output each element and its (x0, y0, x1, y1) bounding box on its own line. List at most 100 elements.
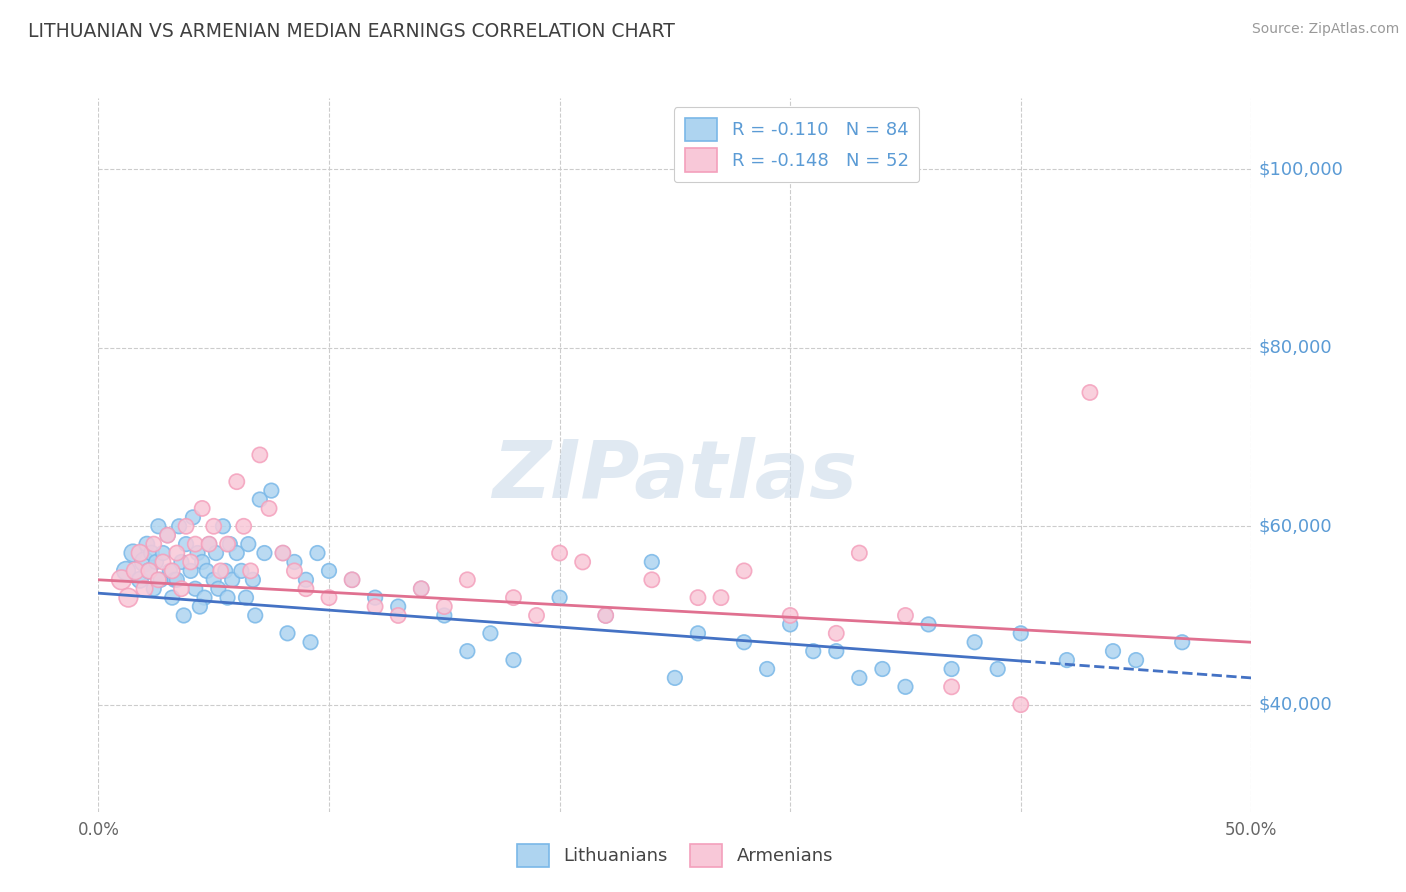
Point (456, 573, 478, 587)
Point (174, 519, 197, 533)
Point (872, 662, 894, 676)
Point (733, 635, 755, 649)
Point (198, 537, 221, 551)
Point (253, 546, 276, 560)
Point (848, 546, 870, 560)
Point (941, 680, 963, 694)
Point (257, 501, 280, 516)
Point (217, 591, 239, 605)
Point (170, 555, 193, 569)
Point (276, 626, 298, 640)
Text: Source: ZipAtlas.com: Source: ZipAtlas.com (1251, 22, 1399, 37)
Point (191, 501, 214, 516)
Point (249, 448, 271, 462)
Point (641, 555, 664, 569)
Text: LITHUANIAN VS ARMENIAN MEDIAN EARNINGS CORRELATION CHART: LITHUANIAN VS ARMENIAN MEDIAN EARNINGS C… (28, 22, 675, 41)
Text: $80,000: $80,000 (1258, 339, 1331, 357)
Point (134, 582, 156, 596)
Text: $60,000: $60,000 (1258, 517, 1331, 535)
Point (364, 591, 387, 605)
Point (963, 635, 986, 649)
Point (142, 537, 165, 551)
Point (149, 573, 172, 587)
Point (191, 555, 214, 569)
Point (205, 546, 228, 560)
Point (271, 546, 294, 560)
Point (218, 537, 240, 551)
Point (307, 546, 329, 560)
Point (249, 492, 271, 507)
Point (152, 555, 174, 569)
Point (187, 546, 209, 560)
Point (299, 635, 322, 649)
Point (456, 644, 478, 658)
Point (232, 519, 254, 533)
Point (548, 591, 571, 605)
Point (156, 528, 179, 542)
Point (641, 573, 664, 587)
Point (894, 608, 917, 623)
Point (163, 573, 186, 587)
Point (159, 564, 181, 578)
Point (411, 582, 433, 596)
Point (135, 537, 157, 551)
Point (152, 546, 174, 560)
Point (184, 537, 207, 551)
Point (894, 680, 917, 694)
Point (479, 626, 502, 640)
Point (271, 546, 294, 560)
Point (166, 546, 188, 560)
Point (160, 564, 183, 578)
Point (526, 608, 548, 623)
Point (411, 582, 433, 596)
Point (502, 591, 524, 605)
Point (848, 671, 870, 685)
Point (917, 617, 939, 632)
Text: $100,000: $100,000 (1258, 161, 1343, 178)
Point (173, 608, 195, 623)
Point (825, 626, 848, 640)
Point (235, 591, 257, 605)
Point (387, 599, 409, 614)
Point (1010, 626, 1032, 640)
Point (433, 599, 456, 614)
Point (174, 537, 197, 551)
Point (779, 617, 801, 632)
Point (195, 564, 218, 578)
Point (138, 564, 160, 578)
Point (548, 546, 571, 560)
Legend: Lithuanians, Armenians: Lithuanians, Armenians (509, 837, 841, 874)
Point (825, 644, 848, 658)
Point (502, 653, 524, 667)
Point (212, 519, 235, 533)
Point (1171, 635, 1194, 649)
Point (318, 591, 340, 605)
Point (242, 573, 264, 587)
Point (364, 599, 387, 614)
Point (198, 537, 221, 551)
Text: ZIPatlas: ZIPatlas (492, 437, 858, 516)
Point (231, 564, 253, 578)
Point (295, 573, 318, 587)
Point (318, 564, 340, 578)
Point (1078, 385, 1101, 400)
Point (202, 519, 225, 533)
Point (340, 573, 363, 587)
Point (387, 608, 409, 623)
Point (141, 546, 163, 560)
Point (180, 564, 202, 578)
Point (129, 546, 152, 560)
Point (283, 555, 305, 569)
Point (124, 564, 146, 578)
Point (595, 608, 617, 623)
Point (110, 573, 132, 587)
Point (184, 582, 207, 596)
Point (166, 573, 188, 587)
Point (664, 671, 686, 685)
Point (260, 483, 283, 498)
Point (209, 564, 232, 578)
Point (686, 626, 709, 640)
Point (145, 555, 167, 569)
Point (238, 537, 260, 551)
Point (756, 662, 779, 676)
